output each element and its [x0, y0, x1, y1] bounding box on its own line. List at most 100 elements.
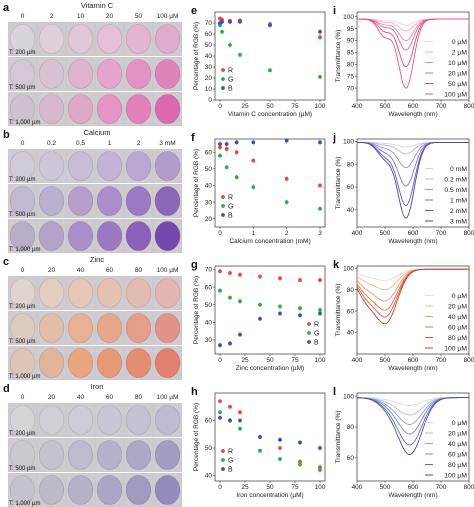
data-point-R [228, 271, 232, 275]
x-tick-label: 0 [218, 103, 222, 110]
time-label: T: 1,000 µm [9, 501, 40, 507]
y-tick-label: 40 [205, 53, 213, 60]
spectrum-line [357, 397, 469, 435]
data-point-R [318, 183, 322, 188]
data-point-B [234, 140, 239, 145]
data-point-G [220, 29, 224, 34]
legend-label: 80 µM [448, 462, 467, 469]
time-label: T: 500 µm [9, 339, 35, 345]
y-tick-label: 100 [343, 393, 354, 400]
data-point-R [238, 272, 242, 277]
y-tick-label: 40 [205, 183, 213, 190]
well-spot [154, 59, 181, 89]
well-spot [154, 440, 181, 470]
data-point-G [234, 175, 239, 180]
x-tick-label: 0 [218, 230, 222, 237]
well-strip-background [8, 149, 182, 183]
photo-panel-c: c Zinc 0 20 40 60 80 100 µM T: 200 µm T: 500 µm T:… [3, 255, 182, 380]
y-tick-label: 60 [205, 31, 213, 38]
legend-label: 1 mM [450, 197, 467, 204]
data-point-G [298, 306, 302, 311]
legend-label: 0.2 mM [444, 176, 467, 183]
concentration-label: 50 [135, 13, 143, 20]
spectra-chart-i: 400 500 600 700 800 70 75 80 85 90 95 100 Wavelength… [333, 5, 474, 118]
y-tick-label: 40 [205, 473, 213, 480]
x-tick-label: 500 [380, 230, 391, 237]
data-point-G [224, 165, 229, 170]
scatter-chart-g: 0 25 50 75 100 30 40 50 60 70 Zinc concentration (… [191, 259, 326, 372]
spectrum-line [356, 268, 469, 325]
well-strip-background [8, 184, 182, 218]
y-tick-label: 70 [205, 20, 213, 27]
data-point-R [278, 276, 282, 281]
legend-marker-R [221, 68, 225, 72]
data-point-B [238, 418, 242, 423]
well-strip-background [8, 22, 182, 56]
well-spot [125, 59, 152, 89]
x-tick-label: 2 [285, 230, 289, 237]
data-point-G [251, 185, 256, 190]
well-spot [9, 221, 36, 251]
x-tick-label: 50 [266, 357, 274, 364]
legend-label-G: G [228, 458, 233, 465]
well-spot [38, 186, 65, 216]
x-tick-label: 800 [464, 357, 474, 364]
x-tick-label: 800 [464, 103, 474, 110]
well-strip-background [8, 92, 182, 126]
time-label: T: 1,000 µm [9, 247, 40, 253]
x-axis-label: Wavelength (nm) [388, 365, 437, 372]
y-tick-label: 100 [343, 14, 354, 21]
spectrum-line [357, 18, 469, 89]
data-point-B [238, 18, 242, 23]
well-spot [154, 475, 181, 505]
data-point-G [278, 304, 282, 309]
well-spot [67, 221, 94, 251]
data-point-G [318, 308, 322, 312]
panel-letter-h: h [191, 386, 198, 398]
concentration-label: 80 [135, 394, 143, 401]
legend-label-B: B [228, 86, 233, 93]
well-spot [154, 221, 181, 251]
well-spot [67, 348, 94, 378]
y-axis-label: Transmittance (%) [335, 157, 342, 210]
y-tick-label: 50 [205, 166, 213, 173]
data-point-B [278, 437, 282, 442]
well-spot [154, 94, 181, 124]
x-tick-label: 0 [218, 484, 222, 491]
x-axis-label: Calcium concentration (mM) [229, 238, 310, 245]
y-axis-label: Percentage of RGB (%) [193, 403, 200, 471]
legend-label-G: G [228, 77, 233, 84]
y-tick-label: 10 [205, 86, 213, 93]
well-spot [125, 94, 152, 124]
well-strip-background [8, 311, 182, 345]
well-spot [9, 94, 36, 124]
x-tick-label: 25 [241, 103, 249, 110]
data-point-B [268, 23, 272, 28]
data-point-G [318, 468, 322, 472]
well-spot [125, 221, 152, 251]
time-label: T: 500 µm [9, 85, 35, 91]
well-spot [96, 278, 123, 308]
y-tick-label: 40 [347, 330, 355, 337]
panel-letter-a: a [3, 2, 10, 14]
concentration-label: 1 [108, 140, 112, 147]
well-spot [96, 24, 123, 54]
data-point-R [318, 35, 322, 40]
well-strip-background [8, 219, 182, 253]
well-spot [67, 278, 94, 308]
y-tick-label: 40 [205, 320, 213, 327]
data-point-R [258, 274, 262, 279]
well-spot [125, 313, 152, 343]
well-spot [125, 151, 152, 181]
y-axis-label: Transmittance (%) [335, 30, 342, 83]
concentration-label: 60 [106, 394, 114, 401]
data-point-G [318, 75, 322, 79]
y-tick-label: 0 [208, 97, 212, 104]
well-spot [9, 475, 36, 505]
spectra-chart-k: 400 500 600 700 800 40 60 80 100 Wavelength (nm) T… [333, 259, 474, 372]
data-point-R [218, 399, 222, 404]
photo-panel-b: b Calcium 0 0.2 0.5 1 2 3 mM T: 200 µm T: 500 µm T… [3, 128, 182, 253]
legend-label: 2 mM [450, 208, 467, 215]
concentration-label: 3 mM [159, 140, 175, 147]
legend-label: 3 mM [450, 218, 467, 225]
